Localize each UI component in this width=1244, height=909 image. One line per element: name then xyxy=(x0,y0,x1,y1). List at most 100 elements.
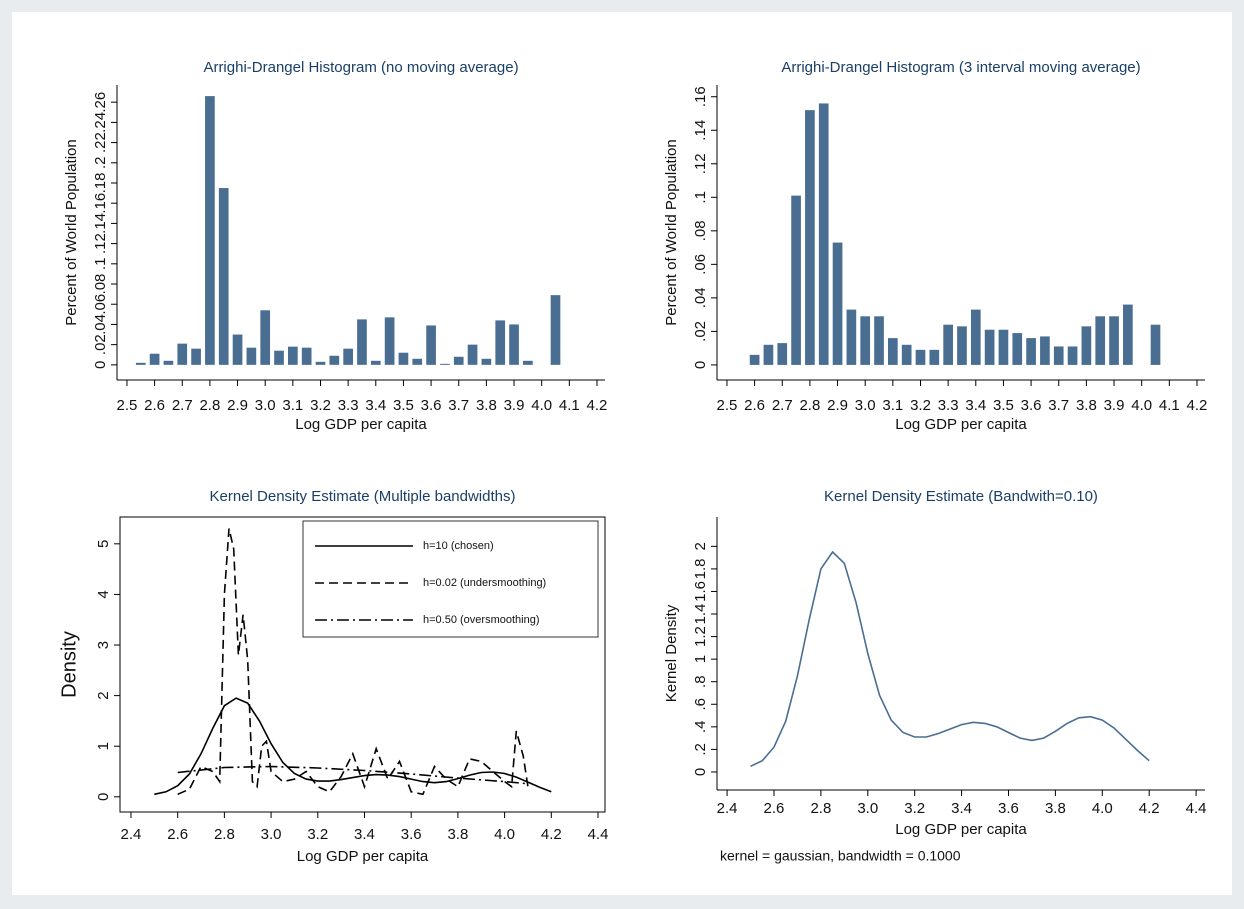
bar xyxy=(860,316,871,365)
y-tick-label: 1 xyxy=(692,655,709,663)
bar xyxy=(329,355,340,365)
x-tick-label: 3.0 xyxy=(255,397,276,414)
x-tick-label: 3.8 xyxy=(1045,800,1066,817)
y-tick-label: 0 xyxy=(95,793,112,801)
bar xyxy=(1109,316,1119,365)
bar xyxy=(777,343,788,365)
y-tick-label: .16 xyxy=(92,193,109,214)
legend-label: h=0.02 (undersmoothing) xyxy=(423,577,546,589)
bar xyxy=(149,353,160,365)
bar xyxy=(481,358,492,365)
bar xyxy=(846,309,857,365)
legend-box xyxy=(302,520,599,638)
bar xyxy=(1012,333,1023,365)
x-tick-label: 2.9 xyxy=(827,397,848,414)
bar xyxy=(453,356,464,365)
x-tick-label: 4.0 xyxy=(531,397,552,414)
density-line xyxy=(750,550,1150,768)
bar xyxy=(205,96,215,365)
bar xyxy=(1053,346,1064,365)
y-tick-label: 4 xyxy=(95,590,112,598)
bar xyxy=(467,344,478,365)
y-tick-label: 2 xyxy=(692,542,709,550)
bar xyxy=(1150,324,1161,365)
x-tick-label: 2.4 xyxy=(717,800,738,817)
bar xyxy=(970,309,981,365)
bar xyxy=(832,242,843,365)
y-tick-label: .26 xyxy=(92,92,109,113)
bar xyxy=(888,338,898,365)
x-tick-label: 3.6 xyxy=(1021,397,1042,414)
y-tick-label: .06 xyxy=(692,254,709,275)
y-tick-label: .24 xyxy=(92,112,109,133)
bar xyxy=(440,363,450,365)
y-tick-label: .08 xyxy=(92,274,109,295)
bar xyxy=(1026,338,1036,365)
bar xyxy=(1095,316,1106,365)
y-tick-label: .02 xyxy=(692,321,709,342)
x-tick-label: 3.2 xyxy=(310,397,331,414)
x-tick-label: 3.3 xyxy=(338,397,359,414)
y-tick-label: .12 xyxy=(92,233,109,254)
x-tick-label: 3.9 xyxy=(1104,397,1125,414)
y-axis-title: Percent of World Population xyxy=(63,139,80,326)
chart-title: Kernel Density Estimate (Multiple bandwi… xyxy=(210,488,516,505)
bar xyxy=(915,349,926,365)
x-tick-label: 2.7 xyxy=(172,397,193,414)
bar xyxy=(509,324,519,365)
x-tick-label: 3.1 xyxy=(282,397,303,414)
legend-label: h=0.50 (oversmoothing) xyxy=(423,614,539,626)
bar xyxy=(763,344,774,365)
y-tick-label: .1 xyxy=(692,191,709,204)
x-tick-label: 4.2 xyxy=(1187,397,1208,414)
bar xyxy=(384,317,395,365)
y-tick-label: .04 xyxy=(92,314,109,335)
y-tick-label: 0 xyxy=(692,768,709,776)
y-tick-label: .2 xyxy=(692,743,709,756)
x-tick-label: 3.2 xyxy=(307,826,328,843)
x-tick-label: 3.6 xyxy=(998,800,1019,817)
y-tick-label: .14 xyxy=(692,120,709,141)
x-tick-label: 2.6 xyxy=(167,826,188,843)
bar xyxy=(135,362,146,365)
y-axis-title: Kernel Density xyxy=(663,604,680,702)
x-tick-label: 2.5 xyxy=(117,397,138,414)
y-tick-label: 0 xyxy=(92,361,109,369)
bar xyxy=(315,361,326,365)
bar xyxy=(1067,346,1078,365)
density-line xyxy=(177,765,528,785)
chart-title: Kernel Density Estimate (Bandwith=0.10) xyxy=(824,488,1098,505)
bar xyxy=(984,329,995,365)
y-tick-label: .06 xyxy=(92,294,109,315)
legend-label: h=10 (chosen) xyxy=(423,540,494,552)
x-tick-label: 4.0 xyxy=(1131,397,1152,414)
x-axis-title: Log GDP per capita xyxy=(895,821,1027,838)
y-tick-label: .8 xyxy=(692,675,709,688)
x-tick-label: 4.0 xyxy=(494,826,515,843)
x-tick-label: 3.3 xyxy=(938,397,959,414)
density-line xyxy=(177,528,529,796)
x-tick-label: 2.6 xyxy=(144,397,165,414)
y-tick-label: .22 xyxy=(92,132,109,153)
x-tick-label: 4.0 xyxy=(1092,800,1113,817)
bar xyxy=(163,360,174,365)
y-tick-label: .02 xyxy=(92,334,109,355)
bar xyxy=(791,195,801,365)
y-tick-label: .08 xyxy=(692,220,709,241)
x-tick-label: 3.9 xyxy=(504,397,525,414)
x-tick-label: 3.4 xyxy=(951,800,972,817)
bar xyxy=(901,344,912,365)
bar xyxy=(998,329,1009,365)
x-tick-label: 2.4 xyxy=(121,826,142,843)
bar xyxy=(343,348,353,365)
x-tick-label: 3.4 xyxy=(365,397,386,414)
x-tick-label: 3.2 xyxy=(910,397,931,414)
bar xyxy=(191,348,201,365)
bar xyxy=(274,350,284,365)
x-axis-title: Log GDP per capita xyxy=(295,416,427,433)
y-tick-label: .18 xyxy=(92,173,109,194)
bar xyxy=(749,354,760,365)
y-tick-label: 1 xyxy=(95,742,112,750)
